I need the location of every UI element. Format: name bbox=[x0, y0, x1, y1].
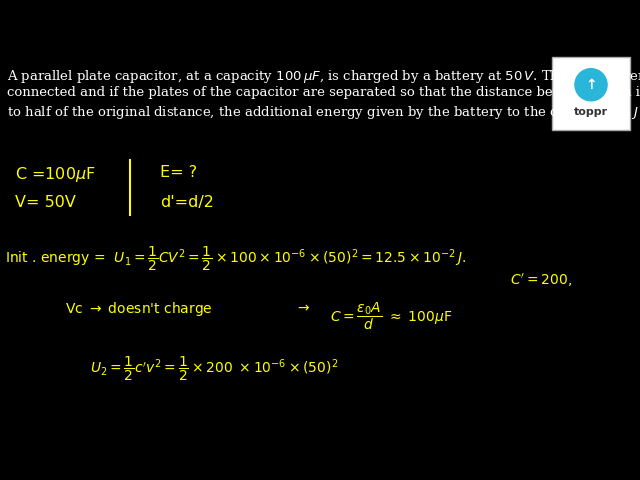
Text: A parallel plate capacitor, at a capacity $100\,\mu F$, is charged by a battery : A parallel plate capacitor, at a capacit… bbox=[7, 68, 640, 85]
Text: C =100$\mu$F: C =100$\mu$F bbox=[15, 165, 95, 184]
FancyBboxPatch shape bbox=[552, 57, 630, 130]
Text: Vc $\rightarrow$ doesn't charge: Vc $\rightarrow$ doesn't charge bbox=[65, 300, 212, 318]
Text: connected and if the plates of the capacitor are separated so that the distance : connected and if the plates of the capac… bbox=[7, 86, 640, 99]
Text: ↑: ↑ bbox=[585, 78, 597, 92]
Text: E= ?: E= ? bbox=[160, 165, 197, 180]
Text: $U_2 = \dfrac{1}{2}c'v^2 = \dfrac{1}{2}\times200\;\times10^{-6}\times(50)^2$: $U_2 = \dfrac{1}{2}c'v^2 = \dfrac{1}{2}\… bbox=[90, 355, 339, 384]
Text: $C' = 200,$: $C' = 200,$ bbox=[510, 272, 572, 289]
Text: d'=d/2: d'=d/2 bbox=[160, 195, 214, 210]
Text: $C = \dfrac{\varepsilon_0 A}{d}$ $\approx$ 100$\mu$F: $C = \dfrac{\varepsilon_0 A}{d}$ $\appro… bbox=[330, 300, 452, 332]
Text: Init . energy =  $U_1 = \dfrac{1}{2}CV^2 = \dfrac{1}{2}\times100\times10^{-6}\ti: Init . energy = $U_1 = \dfrac{1}{2}CV^2 … bbox=[5, 245, 467, 273]
Text: toppr: toppr bbox=[574, 107, 608, 117]
Text: to half of the original distance, the additional energy given by the battery to : to half of the original distance, the ad… bbox=[7, 104, 640, 121]
Circle shape bbox=[575, 69, 607, 101]
Text: V= 50V: V= 50V bbox=[15, 195, 76, 210]
Text: $\rightarrow$: $\rightarrow$ bbox=[295, 300, 310, 314]
